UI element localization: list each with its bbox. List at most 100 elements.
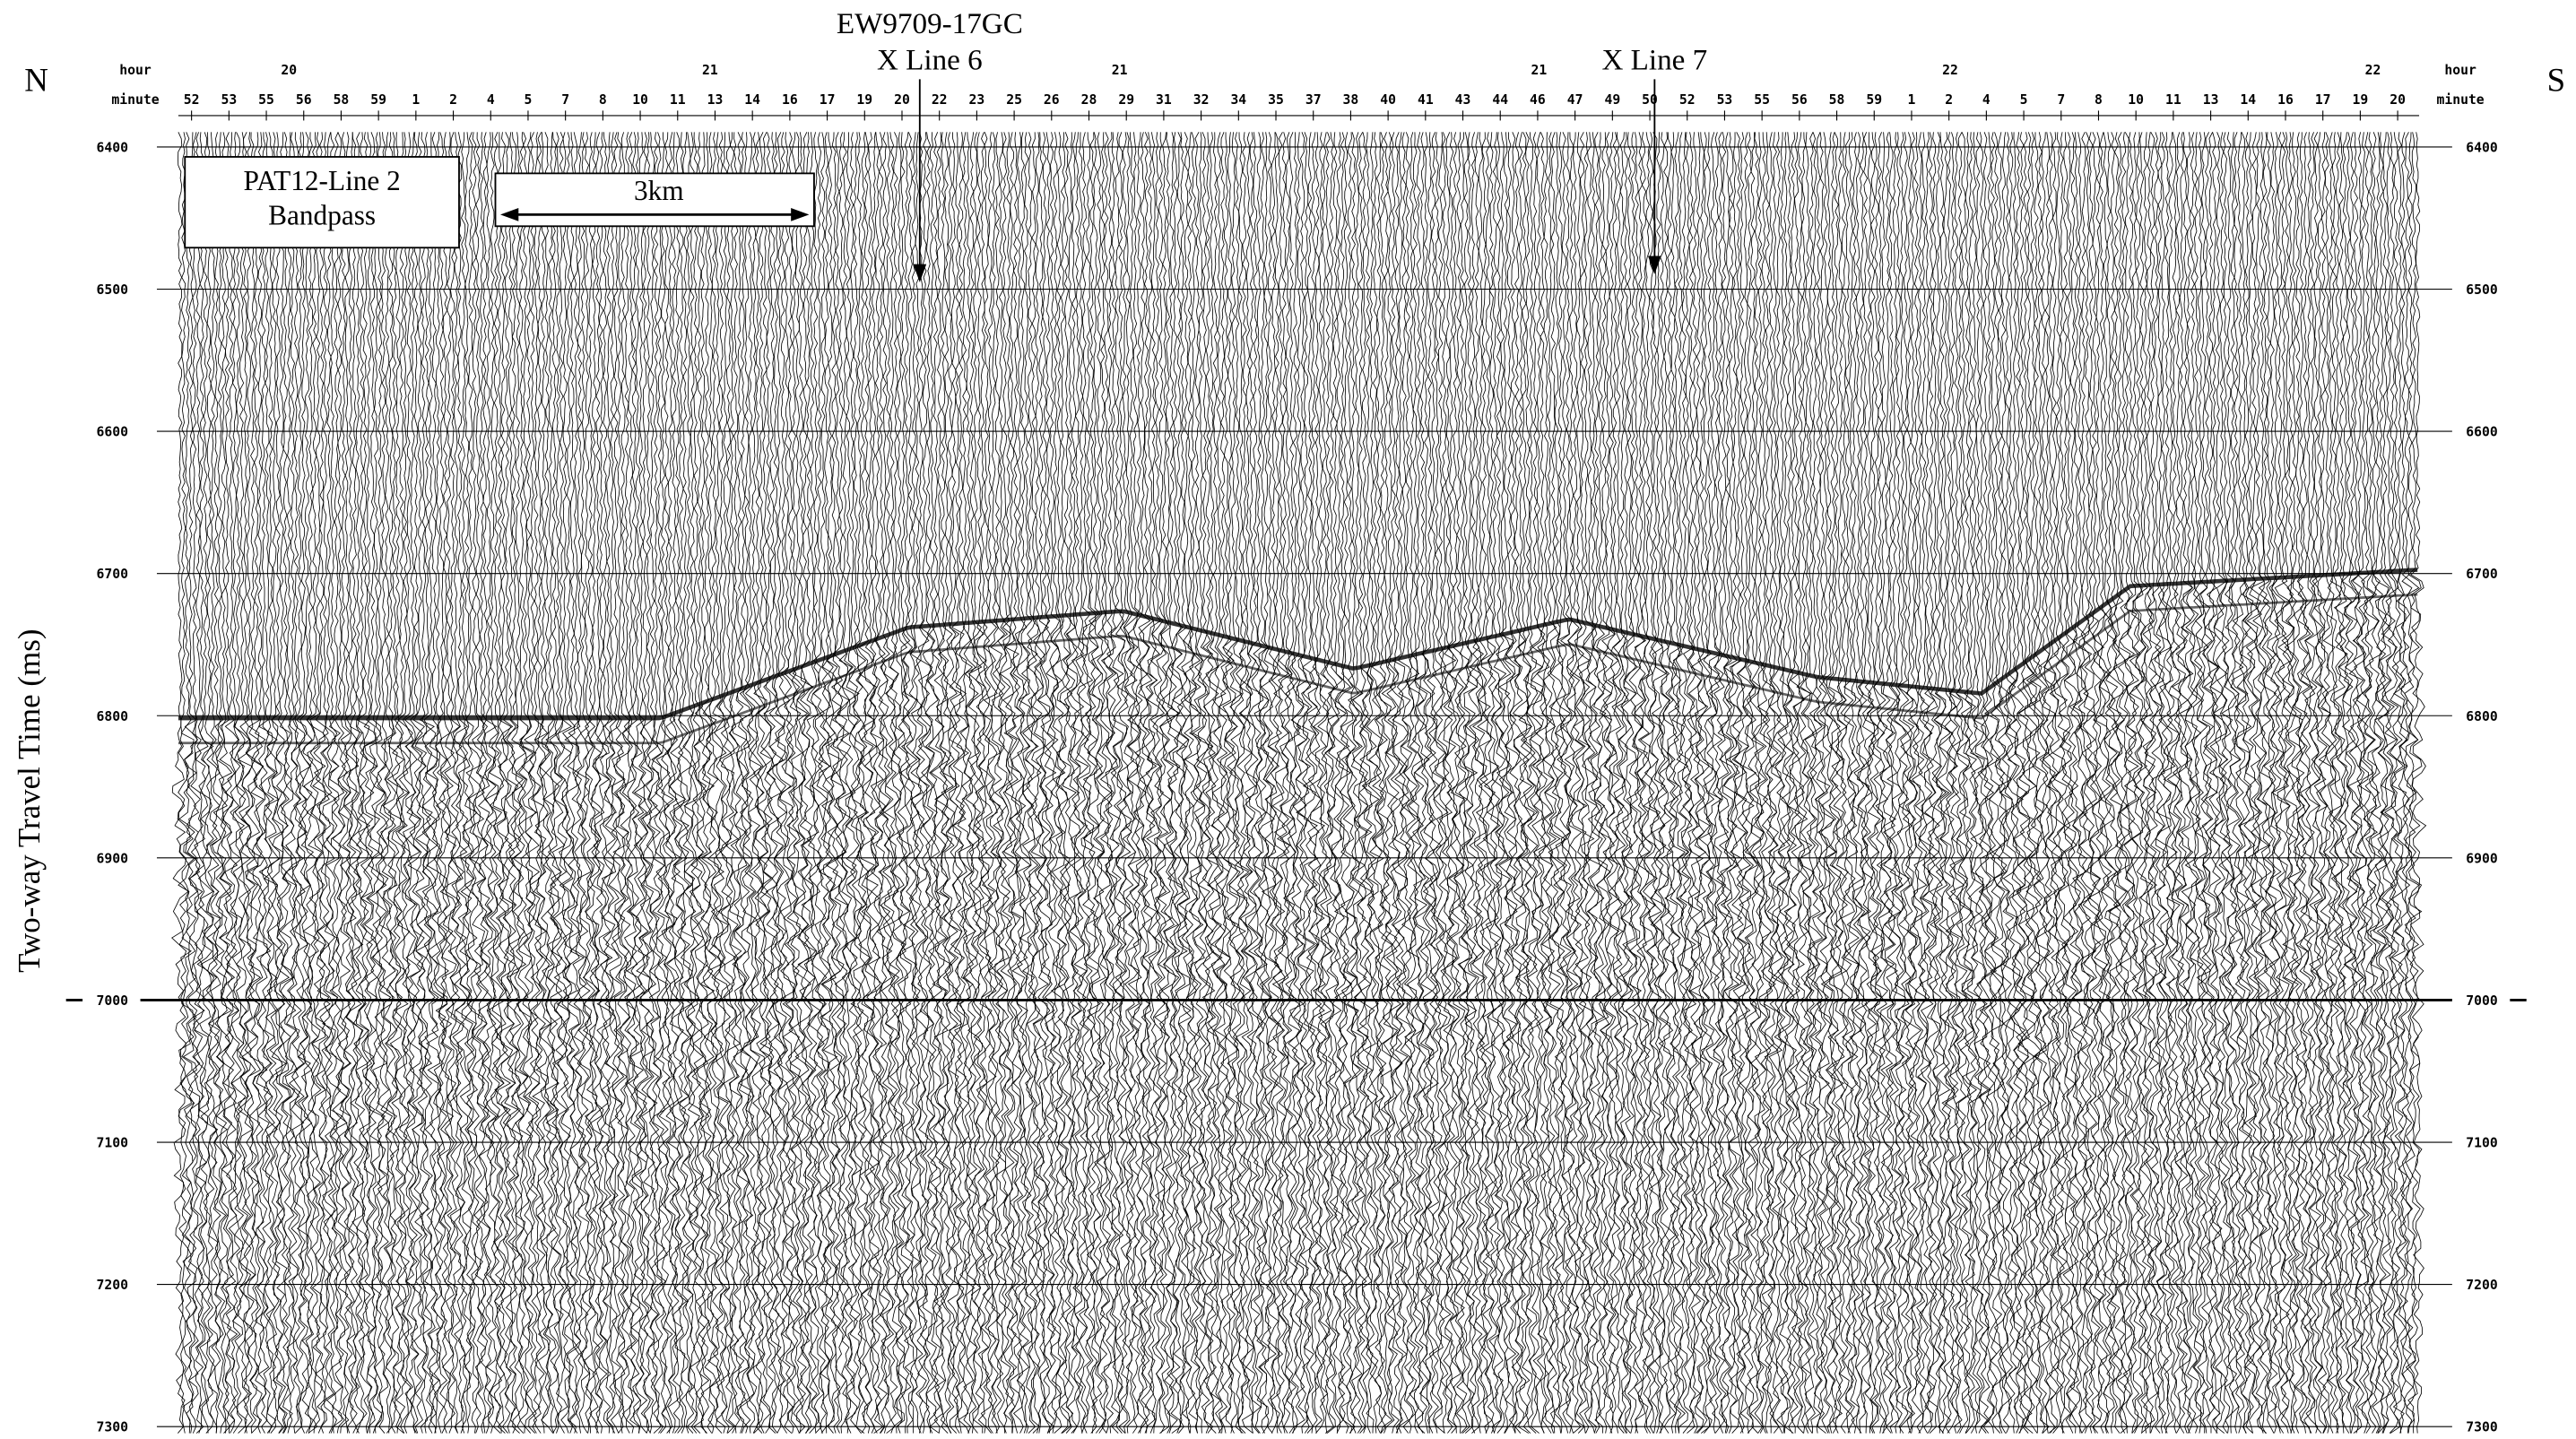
trace — [1106, 132, 1121, 1434]
trace — [1113, 132, 1128, 1434]
trace — [193, 132, 209, 1434]
trace — [1222, 132, 1239, 1434]
trace — [375, 132, 392, 1434]
trace — [1981, 132, 1998, 1434]
minute-label: 50 — [1642, 92, 1658, 108]
trace — [350, 132, 365, 1434]
trace — [818, 132, 834, 1434]
trace — [785, 132, 802, 1434]
trace — [439, 132, 457, 1434]
trace — [2376, 132, 2394, 1434]
y-tick-label: 7100 — [2466, 1136, 2497, 1151]
y-tick-label: 6700 — [2466, 567, 2497, 582]
hour-label: 21 — [1531, 63, 1548, 78]
y-tick-label: 6600 — [97, 425, 128, 440]
trace — [1519, 132, 1536, 1434]
trace — [1684, 132, 1701, 1434]
trace — [1327, 132, 1343, 1434]
minute-label: 56 — [296, 92, 312, 108]
trace — [1381, 132, 1399, 1434]
trace — [585, 132, 603, 1434]
trace — [1134, 132, 1151, 1434]
trace — [2096, 132, 2113, 1434]
trace — [1564, 132, 1580, 1434]
trace — [539, 132, 555, 1434]
trace — [575, 132, 592, 1434]
trace — [1025, 132, 1042, 1434]
trace — [772, 132, 788, 1434]
trace — [890, 132, 908, 1434]
trace — [2337, 132, 2354, 1434]
trace — [1076, 132, 1094, 1434]
trace — [2304, 132, 2321, 1434]
trace — [963, 132, 980, 1434]
trace — [2082, 132, 2100, 1434]
trace — [1919, 132, 1937, 1434]
trace — [967, 132, 984, 1434]
trace — [509, 132, 527, 1434]
trace — [1639, 132, 1656, 1434]
trace — [1603, 132, 1620, 1434]
trace — [952, 132, 969, 1434]
trace — [1996, 132, 2013, 1434]
trace — [1498, 132, 1514, 1434]
minute-label: 55 — [1754, 92, 1770, 108]
trace — [2129, 132, 2147, 1434]
minute-label: 58 — [1829, 92, 1845, 108]
trace — [1983, 132, 2001, 1434]
hour-label: 22 — [2365, 63, 2381, 78]
minute-label: 20 — [894, 92, 910, 108]
trace — [1548, 132, 1566, 1434]
trace — [1664, 132, 1681, 1434]
trace — [560, 132, 577, 1434]
trace — [1082, 132, 1101, 1434]
trace — [1461, 132, 1479, 1434]
trace — [309, 132, 326, 1434]
trace — [1225, 132, 1243, 1434]
trace — [1653, 132, 1670, 1434]
trace — [1700, 132, 1718, 1434]
trace — [774, 132, 792, 1434]
trace — [792, 132, 810, 1434]
trace — [1502, 132, 1518, 1434]
trace — [899, 132, 914, 1434]
trace — [1759, 132, 1776, 1434]
tick-label-bg — [2451, 704, 2511, 724]
trace — [476, 132, 493, 1434]
trace — [2039, 132, 2056, 1434]
trace — [1170, 132, 1188, 1434]
trace — [1036, 132, 1053, 1434]
trace — [1371, 132, 1388, 1434]
trace — [1195, 132, 1213, 1434]
trace — [1261, 132, 1279, 1434]
trace — [1668, 132, 1686, 1434]
trace — [2123, 132, 2139, 1434]
trace — [1066, 132, 1081, 1434]
hour-label: 20 — [281, 63, 297, 78]
minute-label: 4 — [1982, 92, 1991, 108]
trace — [1385, 132, 1402, 1434]
trace — [1146, 132, 1162, 1434]
trace — [2013, 132, 2030, 1434]
trace — [273, 132, 291, 1434]
trace — [1509, 132, 1526, 1434]
trace — [1716, 132, 1732, 1434]
trace — [1251, 132, 1268, 1434]
trace — [339, 132, 356, 1434]
trace — [396, 132, 413, 1434]
trace — [2351, 132, 2368, 1434]
trace — [759, 132, 776, 1434]
trace — [1586, 132, 1602, 1434]
trace — [1903, 132, 1918, 1434]
y-tick-label: 7200 — [2466, 1278, 2497, 1293]
trace — [277, 132, 294, 1434]
line-name: PAT12-Line 2 — [243, 165, 400, 196]
trace — [188, 132, 205, 1434]
trace — [1865, 132, 1882, 1434]
trace — [1991, 132, 2009, 1434]
trace — [2052, 132, 2071, 1434]
minute-label: 14 — [2240, 92, 2256, 108]
trace — [393, 132, 411, 1434]
trace — [1342, 132, 1358, 1434]
hour-label: 21 — [702, 63, 718, 78]
